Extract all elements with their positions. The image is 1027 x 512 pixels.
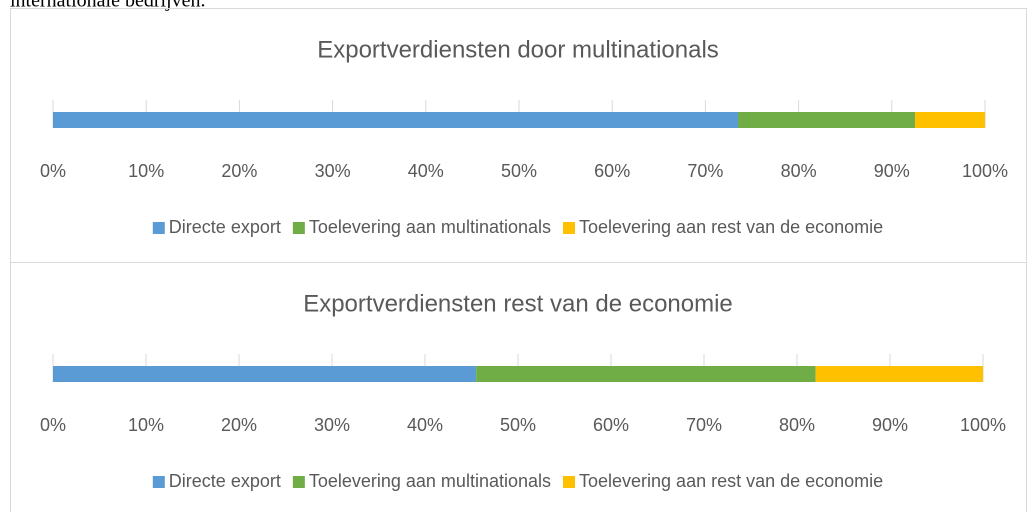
legend: Directe export Toelevering aan multinatio…: [152, 471, 883, 491]
bar-segment: [915, 112, 985, 128]
x-tick-label: 90%: [872, 415, 908, 435]
x-tick-label: 10%: [128, 161, 164, 181]
x-tick-label: 30%: [315, 161, 351, 181]
x-tick-label: 70%: [686, 415, 722, 435]
bar-segment: [53, 112, 739, 128]
x-tick-label: 40%: [408, 161, 444, 181]
legend-label: Toelevering aan multinationals: [309, 471, 551, 491]
x-tick-label: 50%: [500, 415, 536, 435]
x-tick-label: 10%: [128, 415, 164, 435]
legend-label: Toelevering aan rest van de economie: [579, 217, 883, 237]
x-tick-label: 0%: [40, 161, 66, 181]
chart: Exportverdiensten door multinationals 0% 1…: [10, 8, 1027, 263]
x-tick-label: 80%: [779, 415, 815, 435]
bar-segment: [53, 366, 477, 382]
bar-segment: [738, 112, 916, 128]
legend-label: Toelevering aan multinationals: [309, 217, 551, 237]
caption: internationale bedrijven.: [10, 0, 205, 12]
legend-label: Toelevering aan rest van de economie: [579, 471, 883, 491]
legend-swatch: [152, 222, 165, 234]
chart: Exportverdiensten rest van de economie 0%…: [10, 262, 1027, 512]
x-tick-label: 20%: [221, 161, 257, 181]
x-tick-label: 100%: [962, 161, 1008, 181]
x-tick-label: 100%: [960, 415, 1006, 435]
bar-segment: [476, 366, 816, 382]
legend-label: Directe export: [169, 471, 281, 491]
x-tick-label: 70%: [687, 161, 723, 181]
chart-title: Exportverdiensten door multinationals: [317, 36, 719, 63]
bar-segment: [815, 366, 983, 382]
legend-swatch: [152, 476, 165, 488]
x-tick-label: 50%: [501, 161, 537, 181]
x-tick-label: 0%: [40, 415, 66, 435]
chart-title: Exportverdiensten rest van de economie: [303, 290, 733, 317]
x-tick-label: 60%: [593, 415, 629, 435]
x-tick-label: 60%: [594, 161, 630, 181]
legend-swatch: [292, 222, 305, 234]
legend-swatch: [563, 476, 575, 488]
x-tick-label: 80%: [781, 161, 817, 181]
x-tick-label: 90%: [874, 161, 910, 181]
legend-label: Directe export: [169, 217, 281, 237]
x-tick-label: 30%: [314, 415, 350, 435]
x-tick-label: 20%: [221, 415, 257, 435]
legend: Directe export Toelevering aan multinatio…: [152, 217, 883, 237]
x-tick-label: 40%: [407, 415, 443, 435]
legend-swatch: [292, 476, 305, 488]
legend-swatch: [563, 222, 575, 234]
